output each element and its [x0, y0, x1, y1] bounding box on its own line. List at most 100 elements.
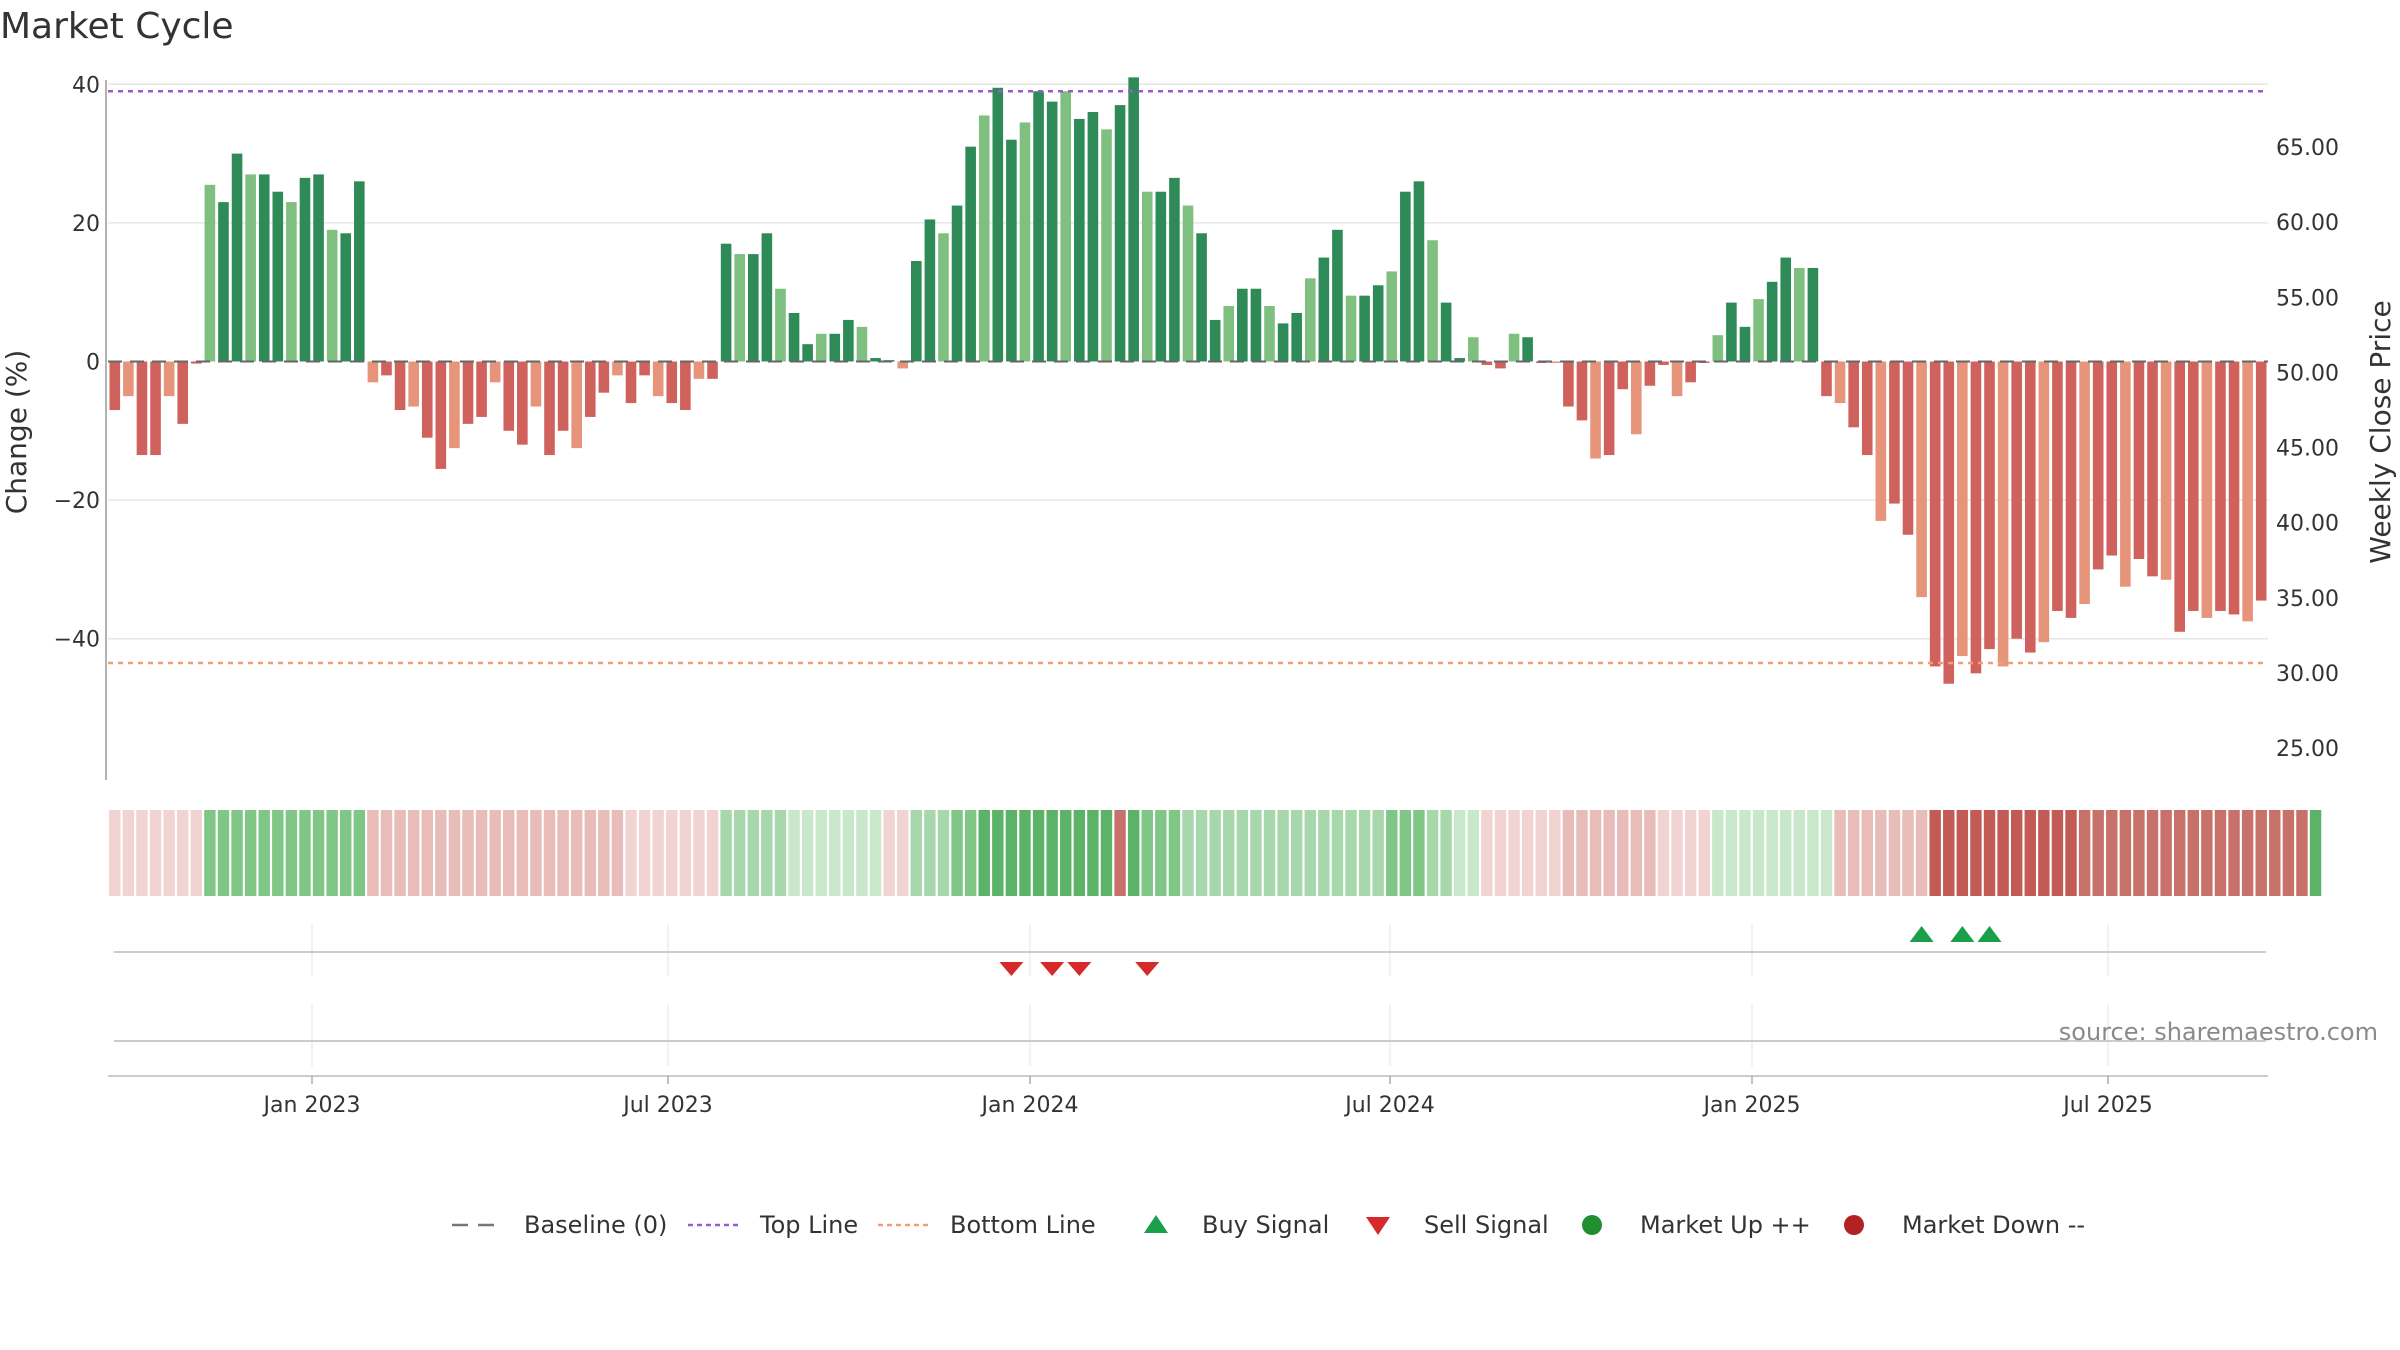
heat-cell [666, 810, 678, 896]
heat-cell [761, 810, 773, 896]
heat-cell [1005, 810, 1018, 896]
heat-cell [706, 810, 719, 896]
heat-cell [1997, 810, 2009, 896]
bar [598, 361, 610, 393]
bar [1794, 267, 1805, 362]
heat-cell [109, 810, 121, 896]
heat-cell [2065, 810, 2077, 896]
heat-cell [910, 810, 923, 896]
bar [666, 361, 678, 404]
bar [802, 344, 813, 362]
heat-cell [340, 810, 352, 896]
bar [2052, 361, 2063, 611]
bar [191, 361, 202, 364]
heat-cell [149, 810, 162, 896]
bar [462, 361, 474, 424]
y2-tick-label: 50.00 [2276, 361, 2339, 386]
bar [1128, 77, 1139, 362]
bar [1250, 288, 1262, 362]
bar [245, 174, 256, 362]
heat-cell [1087, 810, 1099, 896]
bar [2174, 361, 2185, 632]
legend-sell-icon [1366, 1217, 1390, 1235]
heat-cell [1046, 810, 1058, 896]
heat-cell [856, 810, 868, 896]
heat-cell [2173, 810, 2186, 896]
heat-cell [733, 810, 746, 896]
bar [489, 361, 501, 383]
legend-label: Bottom Line [950, 1211, 1096, 1239]
heat-cell [1943, 810, 1955, 896]
x-tick-label: Jul 2025 [2061, 1093, 2153, 1118]
bar [639, 361, 650, 376]
heat-cell [1481, 810, 1493, 896]
bar [1902, 361, 1914, 535]
bar [1658, 361, 1669, 365]
x-axis: Jan 2023 Jul 2023 Jan 2024 Jul 2024 Jan 2025… [108, 1075, 2268, 1118]
heat-cell [1236, 810, 1249, 896]
heat-cell [1019, 810, 1031, 896]
bar [367, 361, 379, 383]
bar [680, 361, 691, 411]
heat-cell [530, 810, 542, 896]
heat-cell [1712, 810, 1724, 896]
heat-cell [367, 810, 379, 896]
y2-tick-label: 40.00 [2276, 512, 2339, 537]
heat-cell [312, 810, 325, 896]
heat-cell [136, 810, 148, 896]
heat-cell [788, 810, 800, 896]
heat-cell [1834, 810, 1846, 896]
heat-cell [1671, 810, 1683, 896]
bar [163, 361, 175, 397]
bar [1821, 361, 1832, 397]
bar [2133, 361, 2145, 560]
heat-cell [638, 810, 651, 896]
legend-item: Top Line [688, 1211, 858, 1239]
heat-cell [1725, 810, 1738, 896]
bar [326, 229, 338, 362]
bar [1495, 361, 1506, 369]
legend-item: Market Down -- [1844, 1211, 2085, 1239]
bar [1522, 337, 1533, 362]
bar [1889, 361, 1900, 504]
bar [204, 184, 216, 362]
bar [1074, 118, 1085, 362]
bar [1332, 229, 1343, 362]
y2-tick-label: 45.00 [2276, 437, 2339, 462]
legend-label: Baseline (0) [524, 1211, 667, 1239]
legend-label: Buy Signal [1202, 1211, 1329, 1239]
heat-cell [2106, 810, 2118, 896]
y-tick-label: 40 [72, 73, 100, 98]
heat-cell [1617, 810, 1629, 896]
heat-cell [448, 810, 461, 896]
bar [1834, 361, 1846, 404]
bar [286, 202, 297, 362]
heat-cell [2309, 810, 2322, 896]
heat-cell [1318, 810, 1330, 896]
heat-cell [2228, 810, 2240, 896]
heat-cell [1494, 810, 1507, 896]
bar [693, 361, 705, 379]
heat-cell [1141, 810, 1153, 896]
bar [2255, 361, 2267, 601]
heat-cell [1780, 810, 1792, 896]
heat-cell [1032, 810, 1045, 896]
heat-cell [1875, 810, 1887, 896]
heat-cell [1752, 810, 1765, 896]
bar [2024, 361, 2036, 653]
bar [775, 288, 786, 362]
heat-cell [503, 810, 515, 896]
y-tick-label: 20 [72, 212, 100, 237]
heat-cell [2214, 810, 2227, 896]
y2-tick-label: 60.00 [2276, 211, 2339, 236]
heat-cell [2051, 810, 2064, 896]
heat-cell [353, 810, 366, 896]
bar [1291, 312, 1302, 362]
bar [544, 361, 555, 456]
heat-cell [122, 810, 135, 896]
heat-cell [1290, 810, 1303, 896]
heat-cell [1739, 810, 1751, 896]
heat-cell [1970, 810, 1982, 896]
sell-signal-marker [1067, 962, 1092, 976]
